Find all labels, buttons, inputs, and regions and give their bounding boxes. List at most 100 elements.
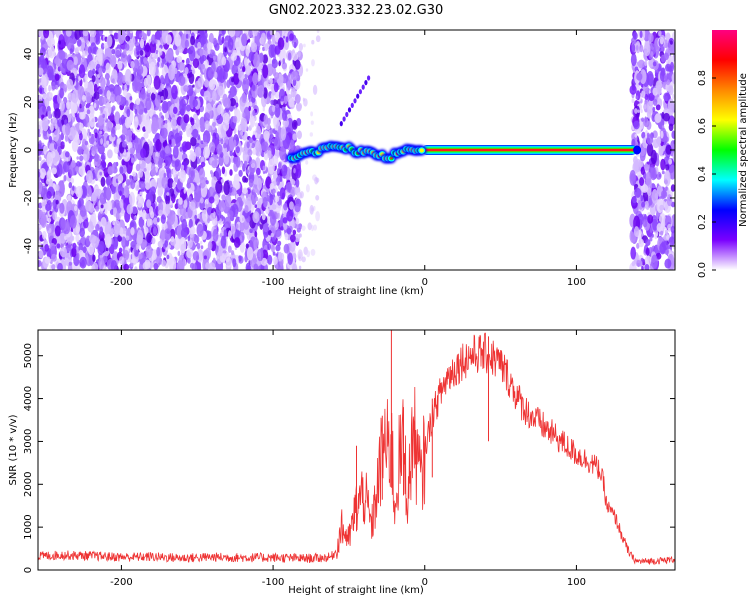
noise-blob bbox=[272, 204, 277, 210]
noise-blob bbox=[660, 54, 666, 63]
noise-blob bbox=[233, 72, 240, 85]
noise-blob bbox=[71, 90, 79, 104]
noise-blob bbox=[665, 42, 669, 49]
noise-blob bbox=[78, 64, 86, 79]
noise-blob bbox=[79, 256, 87, 269]
y-tick-label: 0 bbox=[23, 147, 34, 153]
noise-blob bbox=[203, 90, 211, 101]
noise-blob bbox=[669, 40, 673, 45]
noise-blob bbox=[158, 105, 162, 112]
noise-blob bbox=[248, 51, 255, 62]
noise-blob bbox=[83, 146, 90, 162]
noise-blob bbox=[85, 200, 92, 212]
noise-blob bbox=[184, 88, 188, 92]
spectrogram-y-axis: 40 20 0 -20 -40 bbox=[23, 48, 675, 254]
noise-blob bbox=[52, 211, 57, 221]
noise-blob bbox=[73, 56, 78, 66]
noise-blob bbox=[632, 196, 637, 204]
noise-blob bbox=[242, 187, 248, 195]
noise-blob bbox=[269, 127, 274, 135]
noise-blob bbox=[266, 123, 271, 131]
noise-blob bbox=[222, 93, 228, 107]
noise-blob bbox=[248, 178, 254, 188]
tail-blob bbox=[361, 84, 365, 90]
noise-blob bbox=[672, 151, 675, 163]
snr-frame bbox=[37, 329, 676, 571]
y-tick-label: 40 bbox=[23, 48, 34, 61]
noise-blob bbox=[107, 166, 114, 175]
noise-blob bbox=[106, 120, 113, 133]
noise-blob bbox=[138, 216, 145, 228]
noise-blob bbox=[267, 56, 272, 65]
y-tick-label: 3000 bbox=[23, 429, 34, 454]
noise-blob bbox=[137, 209, 142, 216]
noise-blob bbox=[40, 185, 48, 200]
noise-blob bbox=[635, 95, 639, 100]
noise-blob bbox=[266, 78, 270, 84]
tail-blob bbox=[350, 102, 354, 108]
noise-blob bbox=[41, 116, 49, 132]
noise-blob bbox=[150, 169, 157, 177]
noise-blob bbox=[637, 59, 645, 69]
noise-blob bbox=[138, 253, 143, 260]
noise-blob bbox=[631, 43, 636, 54]
y-tick-label: 0 bbox=[23, 567, 34, 573]
noise-blob bbox=[100, 154, 106, 161]
noise-blob bbox=[43, 30, 50, 39]
noise-blob bbox=[112, 236, 119, 250]
noise-blob bbox=[39, 168, 47, 179]
noise-blob bbox=[130, 44, 134, 48]
noise-blob bbox=[258, 30, 261, 33]
noise-blob bbox=[160, 229, 166, 241]
noise-blob bbox=[223, 152, 230, 165]
noise-blob bbox=[246, 141, 250, 149]
noise-blob bbox=[99, 226, 104, 236]
noise-blob bbox=[143, 113, 150, 127]
noise-blob bbox=[645, 239, 651, 246]
noise-blob bbox=[293, 41, 297, 49]
noise-blob bbox=[275, 131, 279, 137]
noise-blob bbox=[139, 38, 145, 49]
noise-blob bbox=[185, 104, 191, 112]
noise-blob bbox=[186, 49, 190, 54]
noise-blob bbox=[156, 217, 160, 223]
noise-blob bbox=[217, 85, 224, 96]
noise-blob bbox=[649, 236, 653, 242]
noise-blob bbox=[254, 204, 258, 209]
noise-blob bbox=[274, 195, 280, 203]
noise-blob bbox=[146, 199, 152, 209]
noise-blob bbox=[91, 96, 95, 103]
noise-blob bbox=[179, 236, 187, 254]
noise-blob bbox=[57, 262, 63, 270]
noise-blob bbox=[75, 234, 80, 243]
noise-blob bbox=[261, 212, 266, 221]
noise-blob bbox=[662, 240, 669, 251]
noise-blob bbox=[83, 219, 89, 229]
noise-blob bbox=[288, 97, 295, 108]
noise-blob bbox=[38, 133, 41, 138]
noise-blob bbox=[111, 255, 115, 260]
noise-blob bbox=[670, 225, 675, 234]
noise-blob bbox=[668, 123, 674, 132]
noise-blob bbox=[50, 150, 56, 159]
noise-blob bbox=[272, 116, 278, 126]
noise-blob bbox=[648, 33, 654, 43]
snr-series bbox=[38, 330, 675, 566]
noise-blob bbox=[189, 201, 196, 211]
noise-blob bbox=[294, 214, 298, 219]
spectrogram-x-axis: -200 -100 0 100 bbox=[110, 30, 586, 288]
noise-blob bbox=[290, 189, 294, 194]
noise-blob bbox=[173, 106, 178, 114]
noise-blob bbox=[92, 262, 99, 270]
noise-blob bbox=[87, 82, 92, 91]
noise-blob bbox=[153, 262, 159, 270]
noise-blob bbox=[647, 214, 654, 224]
noise-blob bbox=[95, 77, 99, 85]
noise-blob bbox=[42, 93, 47, 100]
noise-blob bbox=[118, 117, 123, 125]
noise-blob bbox=[199, 197, 204, 204]
noise-blob bbox=[162, 162, 166, 167]
noise-blob bbox=[190, 65, 195, 71]
noise-blob bbox=[198, 168, 206, 181]
noise-blob bbox=[249, 101, 253, 107]
